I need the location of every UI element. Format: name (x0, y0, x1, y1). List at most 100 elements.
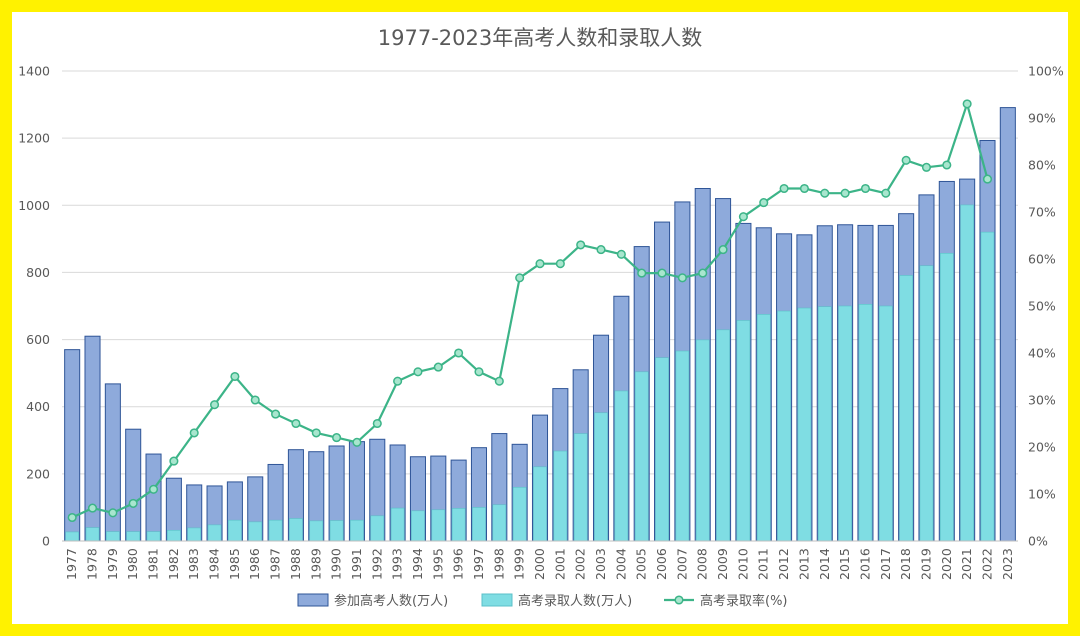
x-tick-label: 1998 (491, 548, 506, 580)
x-tick-label: 1986 (247, 548, 262, 580)
y-right-tick-label: 60% (1028, 252, 1056, 267)
bar-admitted (309, 520, 324, 542)
rate-point (128, 498, 138, 508)
rate-point (677, 273, 687, 283)
x-tick-label: 2018 (898, 548, 913, 580)
rate-point (210, 400, 220, 410)
y-left-tick-label: 800 (26, 265, 50, 280)
rate-point (352, 437, 362, 447)
bar-admitted (411, 510, 425, 542)
bar-admitted (350, 519, 364, 542)
rate-point (454, 348, 464, 358)
rate-point (535, 259, 545, 269)
x-tick-label: 1979 (105, 548, 120, 580)
rate-point (189, 428, 199, 438)
rate-point (657, 268, 667, 278)
bar-admitted (899, 275, 913, 542)
rate-point (860, 183, 870, 194)
bar-admitted (207, 524, 222, 542)
x-tick-label: 2016 (857, 548, 872, 580)
x-tick-label: 2004 (613, 548, 628, 580)
bar-admitted (268, 519, 283, 542)
bar-admitted (289, 518, 303, 542)
rate-point (962, 99, 972, 109)
x-tick-label: 1983 (186, 548, 201, 580)
x-tick-label: 2010 (735, 548, 750, 580)
y-left-tick-label: 1000 (18, 198, 50, 213)
x-tick-label: 1978 (85, 548, 100, 580)
bar-admitted (573, 433, 588, 542)
bar-admitted (167, 529, 181, 542)
x-tick-label: 1987 (268, 548, 283, 580)
x-tick-label: 1980 (125, 548, 140, 580)
rate-point (271, 409, 281, 419)
rate-point (901, 155, 911, 165)
bar-admitted (370, 515, 385, 542)
bar-admitted (146, 531, 161, 542)
bar-admitted (716, 329, 730, 542)
bar-admitted (797, 307, 812, 542)
x-tick-label: 2020 (939, 548, 954, 580)
y-right-tick-label: 20% (1028, 440, 1056, 455)
rate-point (291, 418, 301, 429)
rate-point (494, 376, 504, 386)
rate-point (616, 249, 626, 259)
legend-marker-rate (674, 595, 684, 605)
legend-swatch-total (297, 593, 329, 607)
rate-point (413, 367, 423, 377)
x-tick-label: 2012 (776, 548, 791, 580)
rate-point (779, 183, 789, 194)
rate-line (71, 100, 989, 519)
bar-admitted (960, 204, 974, 542)
bar-admitted (451, 508, 466, 542)
x-tick-label: 2000 (532, 548, 547, 580)
bar-admitted (695, 339, 710, 542)
bar-total (104, 383, 121, 542)
y-right-tick-label: 90% (1028, 111, 1056, 126)
bar-admitted (248, 521, 263, 542)
x-tick-label: 1984 (207, 548, 222, 580)
bar-admitted (329, 520, 344, 542)
legend-label-rate: 高考录取率(%) (700, 593, 788, 609)
rate-point (942, 160, 952, 170)
x-tick-label: 2019 (918, 548, 933, 580)
x-tick-label: 1981 (146, 548, 161, 580)
bar-admitted (594, 412, 608, 542)
bar-admitted (675, 350, 690, 542)
x-tick-label: 2022 (979, 548, 994, 580)
y-left-tick-label: 1200 (18, 131, 50, 146)
rate-point (921, 162, 932, 172)
rate-point (881, 188, 891, 198)
x-tick-label: 1977 (64, 548, 79, 580)
bar-admitted (492, 504, 507, 542)
bar-total (125, 428, 142, 542)
rate-point (108, 508, 118, 518)
bar-total (999, 107, 1016, 542)
legend-label-admitted: 高考录取人数(万人) (518, 593, 632, 609)
bar-admitted (634, 371, 649, 542)
rate-point (230, 371, 240, 382)
rate-point (148, 484, 159, 494)
x-tick-label: 1996 (451, 548, 466, 580)
bar-admitted (878, 305, 893, 542)
y-left-tick-label: 0 (42, 534, 50, 549)
x-tick-label: 2008 (695, 548, 710, 580)
rate-point (169, 456, 179, 466)
x-tick-label: 1985 (227, 548, 242, 580)
y-left-tick-label: 600 (26, 332, 50, 347)
x-tick-label: 1990 (329, 548, 344, 580)
y-right-tick-label: 10% (1028, 487, 1056, 502)
x-tick-label: 2005 (634, 548, 649, 580)
bar-admitted (838, 305, 852, 542)
rate-point (698, 268, 708, 278)
bar-admitted (817, 306, 832, 542)
y-left-tick-label: 400 (26, 399, 50, 414)
bar-admitted (228, 519, 242, 542)
x-tick-label: 2013 (796, 548, 811, 580)
bar-admitted (85, 527, 100, 542)
bar-admitted (553, 450, 568, 542)
x-tick-label: 2021 (959, 548, 974, 580)
y-right-tick-label: 40% (1028, 346, 1056, 361)
rate-point (393, 376, 403, 386)
rate-point (515, 273, 525, 283)
